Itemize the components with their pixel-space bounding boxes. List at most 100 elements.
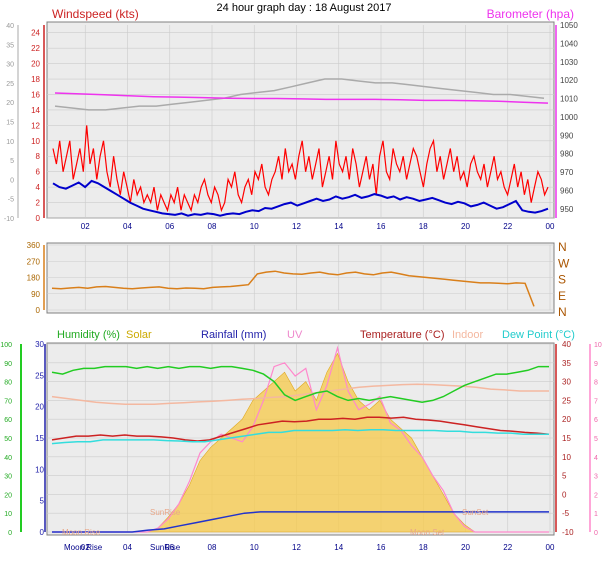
moonset-annotation: Moon Set [410, 528, 445, 537]
baro-tick-label: 960 [560, 186, 574, 195]
wind-x-tick: 22 [503, 222, 512, 231]
wind-x-tick: 10 [250, 222, 259, 231]
baro-tick-label: 1050 [560, 21, 578, 30]
wind-axis-label: Windspeed (kts) [52, 7, 139, 21]
direction-series [51, 270, 535, 307]
dir-tick-label: 180 [27, 274, 41, 283]
extra-tick-label: 40 [6, 23, 14, 30]
wind-tick-label: 10 [31, 137, 40, 146]
wind-tick-label: 8 [36, 152, 41, 161]
dir-tick-label: 270 [27, 257, 41, 266]
legend-item: Temperature (°C) [360, 329, 444, 341]
uv-tick: 7 [594, 398, 598, 405]
temp-tick: 25 [562, 396, 571, 405]
wind-avg-line [52, 179, 549, 217]
humidity-tick: 80 [4, 380, 12, 387]
wind-x-tick: 06 [165, 222, 174, 231]
legend-item: UV [287, 329, 303, 341]
compass-label: S [558, 273, 566, 287]
compass-label: N [558, 305, 567, 319]
baro-line [54, 92, 549, 104]
climate-legend: Humidity (%) Solar Rainfall (mm) UV Temperat… [57, 329, 575, 341]
extra-tick-label: 0 [10, 177, 14, 184]
climate-axes: 1009080706050403020100302520151050403530… [0, 340, 602, 552]
rain-tick: 5 [40, 497, 45, 506]
humidity-tick: 0 [8, 530, 12, 537]
dew-point-line [51, 428, 549, 445]
humidity-tick: 30 [4, 474, 12, 481]
direction-line [51, 270, 535, 307]
dir-tick-label: 90 [31, 290, 40, 299]
humidity-line [51, 365, 549, 404]
direction-panel-frame [46, 242, 555, 314]
climate-x-tick: 12 [292, 543, 301, 552]
rain-tick: 20 [35, 403, 44, 412]
uv-tick: 4 [594, 455, 598, 462]
wind-x-tick: 00 [546, 222, 555, 231]
rain-tick: 30 [35, 340, 44, 349]
compass-label: W [558, 256, 570, 270]
baro-tick-label: 970 [560, 168, 574, 177]
moonrise-label: Moon Rise [64, 543, 103, 552]
climate-x-tick: 04 [123, 543, 132, 552]
wind-tick-label: 16 [31, 90, 40, 99]
wind-x-tick: 02 [81, 222, 90, 231]
wind-tick-label: 22 [31, 44, 40, 53]
gust-max-line [54, 78, 545, 111]
dir-tick-label: 360 [27, 241, 41, 250]
legend-item: Solar [126, 329, 152, 341]
extra-tick-label: -10 [4, 216, 14, 223]
temperature-line [51, 416, 550, 442]
baro-tick-label: 1000 [560, 113, 578, 122]
climate-series [51, 345, 550, 533]
wind-tick-label: 2 [36, 199, 41, 208]
sunrise-annotation: SunRise [150, 508, 181, 517]
humidity-tick: 10 [4, 511, 12, 518]
climate-x-tick: 16 [377, 543, 386, 552]
climate-x-tick: 20 [461, 543, 470, 552]
extra-tick-label: 15 [6, 120, 14, 127]
wind-x-tick: 12 [292, 222, 301, 231]
rain-tick: 10 [35, 465, 44, 474]
wind-x-tick: 20 [461, 222, 470, 231]
sunrise-label: SunRise [150, 543, 181, 552]
extra-tick-label: 35 [6, 42, 14, 49]
extra-tick-label: 30 [6, 62, 14, 69]
humidity-tick: 70 [4, 398, 12, 405]
baro-tick-label: 990 [560, 131, 574, 140]
wind-tick-label: 18 [31, 75, 40, 84]
temp-tick: -10 [562, 528, 574, 537]
climate-x-tick: 14 [334, 543, 343, 552]
temp-tick: 20 [562, 415, 571, 424]
baro-tick-label: 980 [560, 150, 574, 159]
uv-tick: 3 [594, 474, 598, 481]
temp-tick: 5 [562, 472, 567, 481]
wind-tick-label: 14 [31, 106, 40, 115]
wind-tick-label: 0 [36, 214, 41, 223]
temp-tick: 35 [562, 359, 571, 368]
extra-tick-label: 5 [10, 158, 14, 165]
moonrise-annotation: Moon Rise [62, 528, 101, 537]
climate-x-tick: 22 [503, 543, 512, 552]
climate-x-tick: 06 [165, 543, 174, 552]
legend-item: Indoor [452, 329, 484, 341]
extra-tick-label: 20 [6, 100, 14, 107]
climate-x-tick: 00 [546, 543, 555, 552]
baro-tick-label: 1010 [560, 95, 578, 104]
uv-tick: 9 [594, 361, 598, 368]
humidity-tick: 20 [4, 492, 12, 499]
wind-gust-line [52, 125, 549, 213]
wind-x-tick: 04 [123, 222, 132, 231]
uv-tick: 10 [594, 342, 602, 349]
wind-x-tick: 14 [334, 222, 343, 231]
humidity-tick: 60 [4, 417, 12, 424]
legend-item: Humidity (%) [57, 329, 120, 341]
temp-tick: 30 [562, 378, 571, 387]
humidity-tick: 50 [4, 436, 12, 443]
rain-tick: 25 [35, 371, 44, 380]
wind-axes: 2422201816141210864204035302520151050-5-… [4, 21, 578, 231]
humidity-tick: 40 [4, 455, 12, 462]
wind-x-tick: 18 [419, 222, 428, 231]
